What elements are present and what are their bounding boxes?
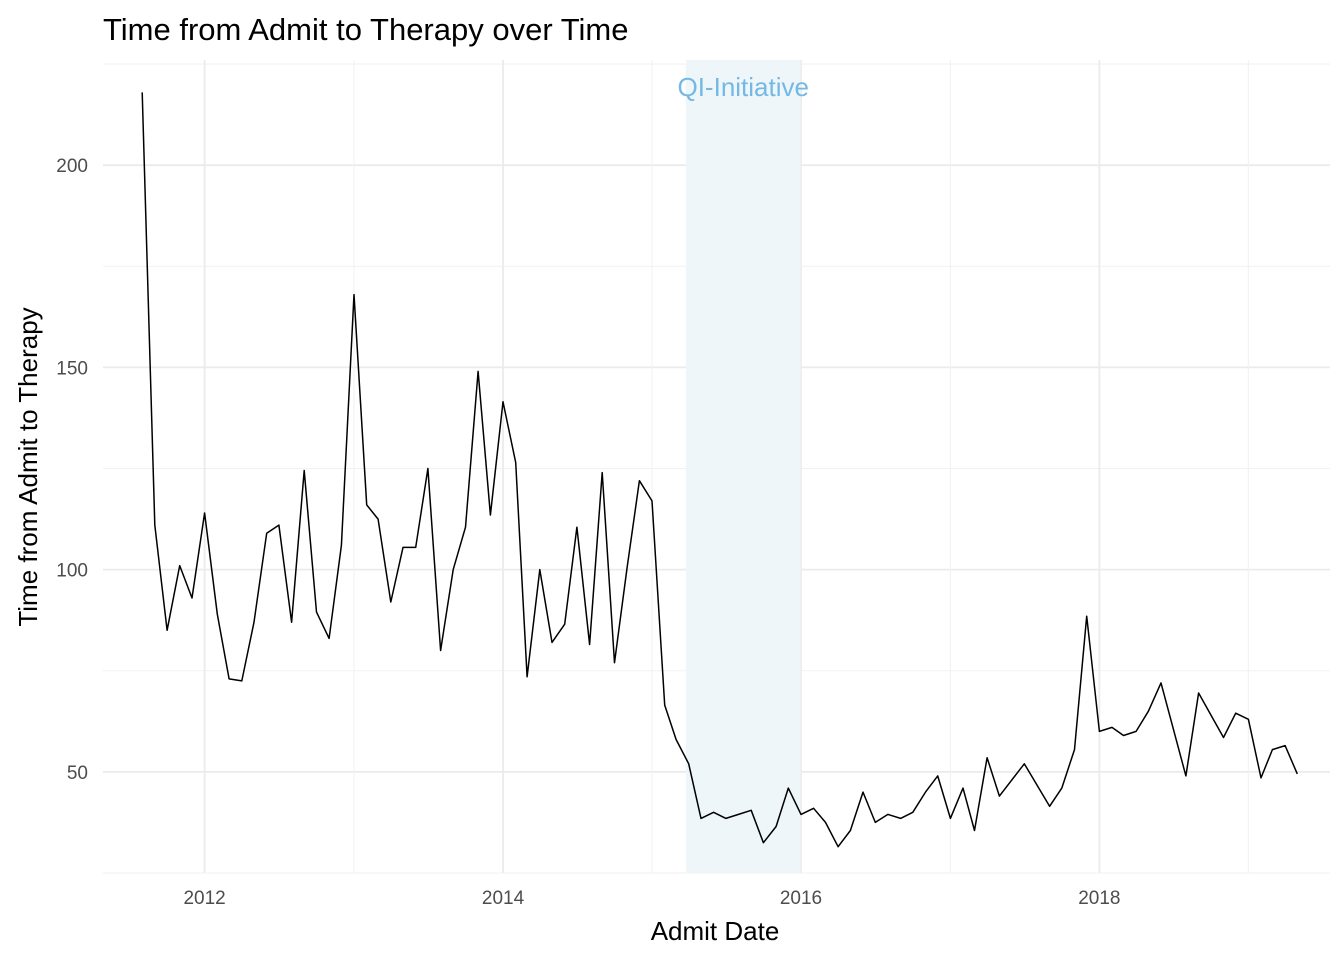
y-tick-label: 100 <box>56 561 88 582</box>
y-tick-label: 150 <box>56 358 88 379</box>
y-tick-label: 200 <box>56 156 88 177</box>
x-tick-label: 2014 <box>482 888 525 909</box>
x-tick-label: 2018 <box>1078 888 1120 909</box>
series-line <box>141 92 1298 848</box>
y-axis-ticks: 50 100 150 200 <box>56 156 88 784</box>
y-tick-label: 50 <box>67 763 88 784</box>
qi-initiative-band <box>685 60 801 873</box>
qi-initiative-label: QI-Initiative <box>677 72 809 102</box>
x-axis-title: Admit Date <box>651 916 780 946</box>
chart-title: Time from Admit to Therapy over Time <box>103 12 628 47</box>
y-axis-title: Time from Admit to Therapy <box>13 307 43 626</box>
x-axis-ticks: 2012 2014 2016 2018 <box>183 888 1120 909</box>
x-tick-label: 2012 <box>183 888 225 909</box>
x-tick-label: 2016 <box>780 888 822 909</box>
